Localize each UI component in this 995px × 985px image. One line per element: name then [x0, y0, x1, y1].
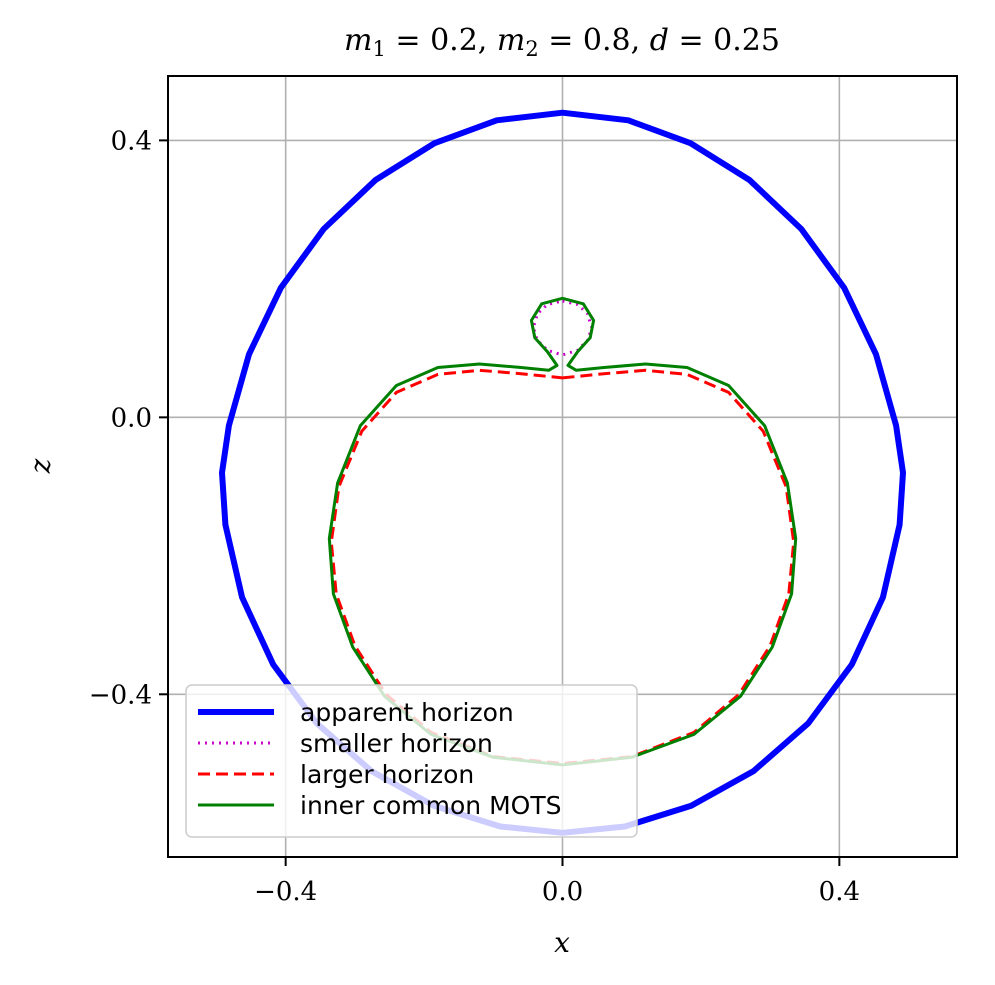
legend-label: apparent horizon	[300, 698, 514, 727]
series-line-smaller-horizon	[531, 299, 594, 357]
x-tick-label: 0.0	[542, 877, 583, 907]
chart-title-part: m	[344, 23, 372, 58]
y-tick-label: −0.4	[89, 680, 152, 710]
y-tick-label: 0.0	[111, 403, 152, 433]
x-axis-label: x	[554, 926, 570, 959]
chart-title-part: m	[497, 23, 525, 58]
x-tick-label: 0.4	[819, 877, 860, 907]
y-tick-label: 0.4	[111, 126, 152, 156]
legend-box	[185, 684, 638, 838]
legend-label: larger horizon	[300, 760, 474, 789]
chart-title-part: = 0.2,	[386, 23, 497, 58]
y-axis-label: z	[24, 458, 57, 474]
legend-label: inner common MOTS	[300, 791, 561, 820]
chart-title: m1 = 0.2, m2 = 0.8, d = 0.25	[344, 23, 780, 61]
chart-title-part: d	[650, 23, 669, 58]
chart-title-part: 1	[373, 37, 386, 61]
axis-ticks: −0.4 0.0 0.4 0.4 0.0 −0.4	[89, 126, 860, 907]
chart-title-part: = 0.25	[669, 23, 780, 58]
chart-title-part: 2	[525, 37, 538, 61]
chart-title-part: = 0.8,	[539, 23, 650, 58]
legend-label: smaller horizon	[300, 729, 493, 758]
x-tick-label: −0.4	[254, 877, 317, 907]
series-line-larger-horizon	[329, 368, 796, 765]
